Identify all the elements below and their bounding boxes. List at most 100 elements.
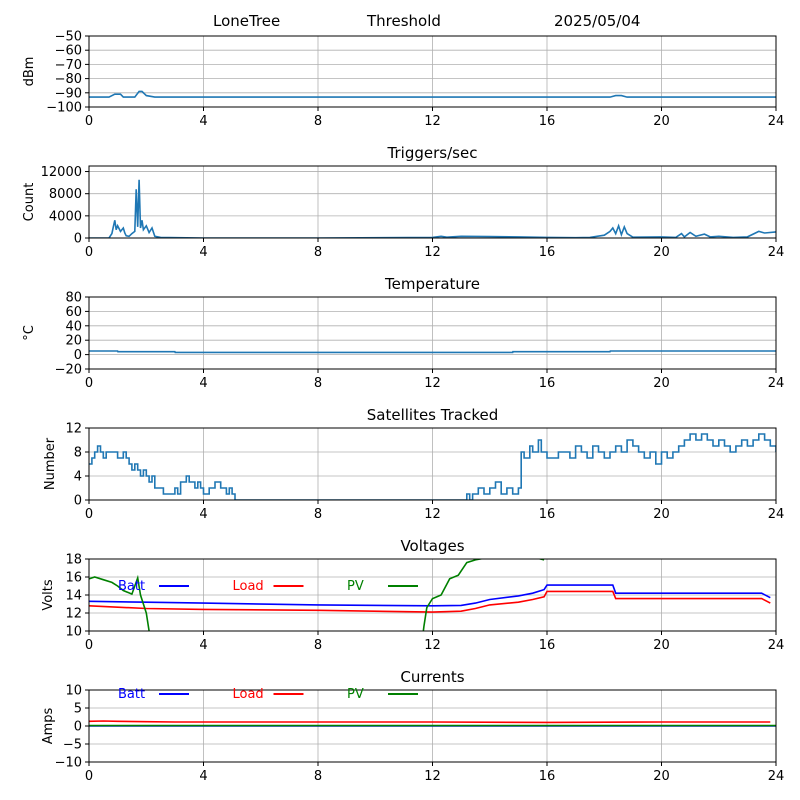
panel-1: 0 4 8 12 16 20 24 0 4000 8000 12000 Triggers/sec Cou… (22, 144, 784, 260)
x-tick-label: 4 (199, 245, 207, 260)
x-tick-label: 8 (314, 638, 322, 653)
y-tick-label: −10 (55, 756, 82, 771)
chart-title: Satellites Tracked (367, 406, 498, 424)
series-line-batt (89, 584, 771, 607)
x-tick-label: 20 (653, 638, 670, 653)
x-tick-label: 20 (653, 507, 670, 522)
y-tick-label: 60 (65, 305, 82, 320)
x-tick-label: 0 (85, 114, 93, 129)
x-tick-label: 8 (314, 114, 322, 129)
x-tick-label: 16 (539, 376, 556, 391)
x-tick-label: 4 (199, 376, 207, 391)
legend-label: Batt (118, 579, 145, 594)
x-tick-label: 0 (85, 376, 93, 391)
legend-label: PV (347, 687, 364, 702)
chart-title: Currents (400, 668, 464, 686)
x-tick-label: 0 (85, 245, 93, 260)
y-tick-label: 0 (74, 494, 82, 509)
x-tick-label: 16 (539, 769, 556, 784)
series-line-pv (89, 574, 150, 631)
series-line (89, 350, 776, 354)
x-tick-label: 0 (85, 769, 93, 784)
y-tick-label: −80 (55, 72, 82, 87)
y-axis-label: Amps (41, 707, 56, 744)
panel-0: 0 4 8 12 16 20 24 −100−90−80−70−60−50 dBm (22, 30, 784, 130)
x-tick-label: 16 (539, 114, 556, 129)
x-tick-label: 0 (85, 638, 93, 653)
y-tick-label: 8000 (49, 187, 82, 202)
x-tick-label: 4 (199, 507, 207, 522)
series-line (89, 179, 776, 238)
y-tick-label: 12000 (41, 165, 82, 180)
legend-label: Load (233, 687, 264, 702)
x-tick-label: 20 (653, 245, 670, 260)
x-tick-label: 4 (199, 769, 207, 784)
x-tick-label: 8 (314, 507, 322, 522)
panel-4: 0 4 8 12 16 20 24 10 12 14 16 18 Voltages Volts Batt Lo… (41, 537, 784, 653)
x-tick-label: 12 (424, 376, 441, 391)
y-tick-label: 18 (65, 553, 82, 568)
y-axis-label: Number (43, 437, 58, 490)
x-tick-label: 24 (768, 769, 785, 784)
x-tick-label: 12 (424, 507, 441, 522)
y-tick-label: −50 (55, 30, 82, 45)
chart-title: Temperature (384, 275, 480, 293)
y-axis-label: Volts (41, 579, 56, 611)
series-line (89, 433, 776, 500)
panel-3: 0 4 8 12 16 20 24 0 4 8 12 Satellites Tracked Number (43, 406, 784, 522)
panel-5: 0 4 8 12 16 20 24 −10 −5 0 5 10 Currents Amps Batt Load… (41, 668, 784, 784)
series-line-load (89, 590, 771, 613)
y-tick-label: 16 (65, 571, 82, 586)
y-tick-label: 5 (74, 702, 82, 717)
y-tick-label: 40 (65, 319, 82, 334)
y-tick-label: 0 (74, 232, 82, 247)
x-tick-label: 8 (314, 769, 322, 784)
report-date: 2025/05/04 (554, 12, 641, 30)
station-name: LoneTree (213, 12, 281, 30)
x-tick-label: 16 (539, 638, 556, 653)
x-tick-label: 20 (653, 376, 670, 391)
y-tick-label: 0 (74, 720, 82, 735)
series-line-load (89, 720, 771, 724)
x-tick-label: 12 (424, 638, 441, 653)
x-tick-label: 24 (768, 114, 785, 129)
y-tick-label: 20 (65, 334, 82, 349)
x-tick-label: 4 (199, 638, 207, 653)
y-tick-label: −90 (55, 86, 82, 101)
x-tick-label: 16 (539, 507, 556, 522)
x-tick-label: 12 (424, 245, 441, 260)
chart-title: Voltages (400, 537, 464, 555)
series-line (89, 90, 776, 98)
y-tick-label: −5 (63, 738, 82, 753)
y-tick-label: −60 (55, 44, 82, 59)
y-tick-label: 4 (74, 470, 82, 485)
y-tick-label: 12 (65, 422, 82, 437)
legend-label: Load (233, 579, 264, 594)
y-tick-label: −100 (46, 101, 82, 116)
legend-label: Batt (118, 687, 145, 702)
y-tick-label: −20 (55, 363, 82, 378)
y-axis-label: Count (22, 183, 37, 222)
x-tick-label: 16 (539, 245, 556, 260)
y-tick-label: 0 (74, 348, 82, 363)
y-axis-label: dBm (22, 57, 37, 87)
y-tick-label: −70 (55, 58, 82, 73)
x-tick-label: 12 (424, 769, 441, 784)
x-tick-label: 20 (653, 114, 670, 129)
y-tick-label: 80 (65, 291, 82, 306)
x-tick-label: 24 (768, 245, 785, 260)
x-tick-label: 20 (653, 769, 670, 784)
mode-label: Threshold (367, 12, 441, 30)
x-tick-label: 8 (314, 376, 322, 391)
x-tick-label: 8 (314, 245, 322, 260)
y-tick-label: 8 (74, 446, 82, 461)
x-tick-label: 4 (199, 114, 207, 129)
x-tick-label: 24 (768, 507, 785, 522)
x-tick-label: 24 (768, 376, 785, 391)
y-tick-label: 14 (65, 589, 82, 604)
y-axis-label: °C (22, 325, 37, 341)
legend-label: PV (347, 579, 364, 594)
